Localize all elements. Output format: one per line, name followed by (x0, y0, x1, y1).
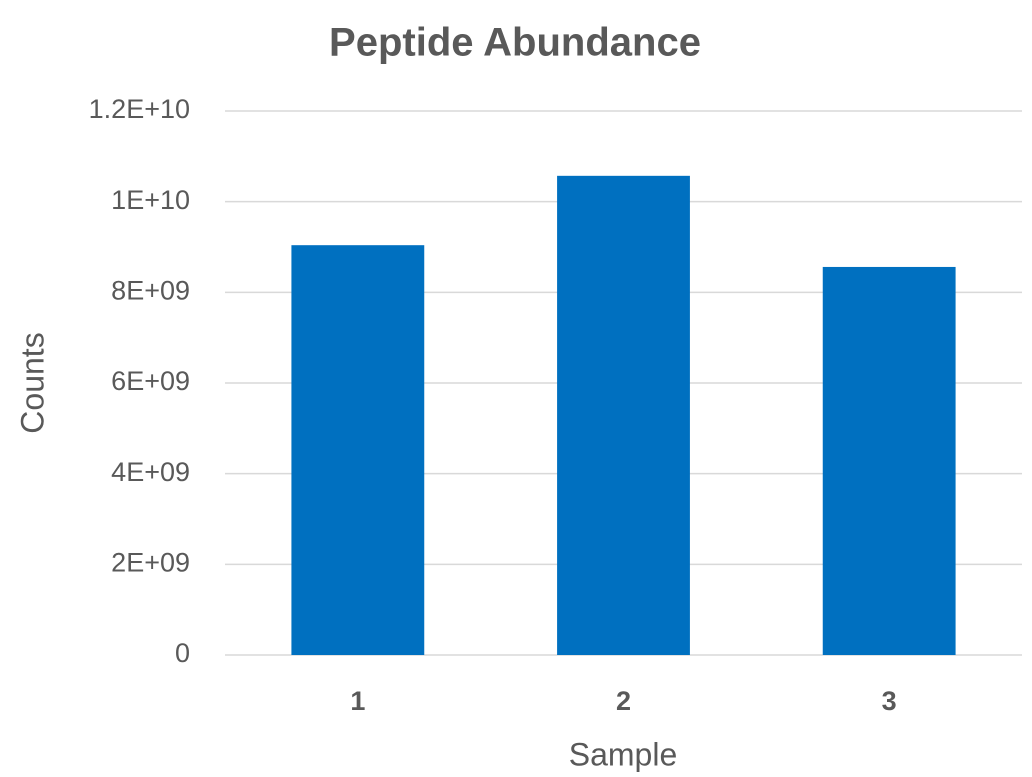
y-tick-label: 8E+09 (111, 275, 190, 305)
chart-title: Peptide Abundance (329, 21, 701, 65)
bar (822, 266, 956, 655)
y-tick-label: 4E+09 (111, 457, 190, 487)
y-axis-title: Counts (14, 332, 50, 433)
x-tick-label: 2 (616, 686, 631, 716)
y-tick-label: 2E+09 (111, 547, 190, 577)
y-tick-label: 1E+10 (111, 185, 190, 215)
y-tick-label: 0 (175, 638, 190, 668)
x-axis-title: Sample (569, 736, 678, 772)
bar (291, 245, 425, 656)
y-tick-label: 6E+09 (111, 366, 190, 396)
x-tick-label: 3 (882, 686, 897, 716)
x-tick-label: 1 (350, 686, 365, 716)
y-tick-label: 1.2E+10 (89, 94, 190, 124)
bar (557, 175, 690, 655)
